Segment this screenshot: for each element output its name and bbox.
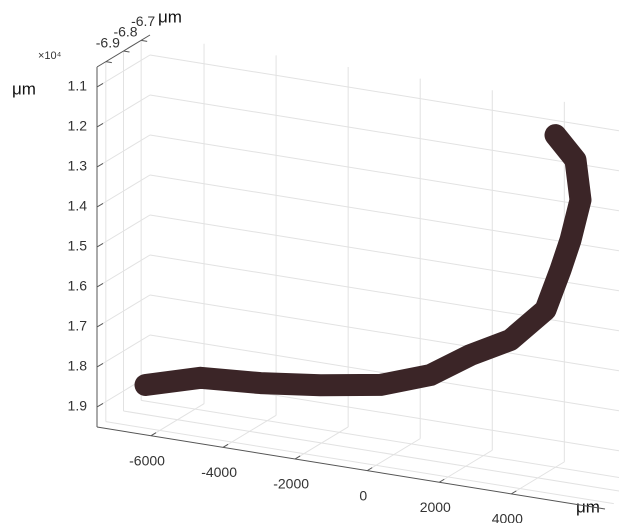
grid-line (123, 410, 619, 492)
y-tick (96, 402, 104, 408)
y-axis-label: μm (12, 79, 36, 98)
x-tick-label: -2000 (273, 476, 309, 492)
grid-line (105, 421, 614, 505)
x-tick-label: 0 (359, 487, 367, 503)
y-tick-label: 1.1 (68, 78, 88, 94)
grid-line (149, 294, 619, 372)
x-tick (439, 478, 445, 483)
y-tick (96, 242, 104, 248)
tube (134, 124, 592, 397)
grid-line (141, 399, 619, 478)
y-tick (96, 202, 104, 208)
x-axis-line (96, 426, 606, 510)
x-tick-label: 2000 (420, 499, 451, 515)
y-tick (96, 282, 104, 288)
z-tick-label: -6.9 (96, 34, 120, 50)
z-tick-label: -6.7 (131, 13, 155, 29)
y-tick-label: 1.2 (68, 118, 88, 134)
y-tick-label: 1.4 (68, 198, 88, 214)
y-tick (96, 162, 104, 168)
y-tick-label: 1.3 (68, 158, 88, 174)
z-tick (141, 39, 148, 42)
x-axis-label: μm (576, 497, 600, 516)
x-tick (294, 455, 301, 460)
grid (96, 40, 619, 505)
y-tick (96, 122, 104, 128)
y-tick-label: 1.5 (68, 238, 88, 254)
x-tick-label: 4000 (492, 511, 523, 523)
y-tick-label: 1.6 (68, 278, 88, 294)
grid-line (149, 254, 619, 332)
z-tick-label: -6.8 (113, 24, 137, 40)
x-tick-label: -4000 (201, 464, 237, 480)
x-tick (150, 432, 157, 437)
y-tick (96, 82, 104, 88)
grid-line (149, 54, 619, 132)
y-multiplier: ×10⁴ (38, 50, 62, 62)
grid-line (149, 134, 619, 212)
y-tick-label: 1.8 (68, 358, 88, 374)
z-axis-label: μm (158, 7, 182, 26)
x-tick (366, 467, 373, 472)
x-tick (511, 490, 517, 495)
y-tick (96, 322, 104, 328)
x-tick-label: -6000 (129, 452, 165, 468)
y-tick-label: 1.7 (68, 318, 88, 334)
grid-line (149, 174, 619, 252)
z-tick (105, 61, 112, 64)
y-tick (96, 362, 104, 368)
grid-line (149, 214, 619, 292)
y-tick-label: 1.9 (68, 398, 88, 414)
z-tick (123, 50, 130, 53)
x-tick (222, 443, 229, 448)
